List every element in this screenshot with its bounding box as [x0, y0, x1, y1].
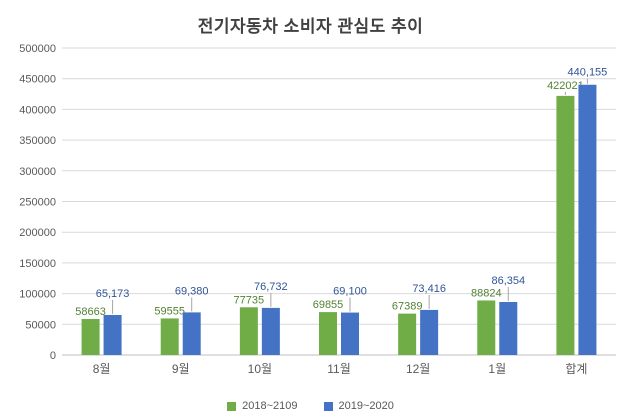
legend-item-2018: 2018~2109 [227, 400, 298, 412]
data-label: 67389 [392, 301, 423, 313]
data-label: 69855 [313, 299, 344, 311]
y-tick-label: 100000 [19, 289, 56, 301]
x-tick-label: 1월 [488, 362, 506, 376]
y-tick-label: 350000 [19, 135, 56, 147]
bar [81, 318, 100, 355]
y-tick-label: 200000 [19, 227, 56, 239]
data-label: 77735 [234, 294, 265, 306]
data-label: 86,354 [491, 275, 525, 287]
bar [556, 95, 575, 356]
data-label: 58663 [75, 306, 106, 318]
data-label: 88824 [471, 287, 502, 299]
chart-legend: 2018~2109 2019~2020 [0, 400, 621, 412]
bar [477, 300, 496, 355]
bar [341, 312, 359, 355]
y-tick-label: 150000 [19, 258, 56, 270]
data-label: 65,173 [96, 288, 130, 300]
y-tick-label: 50000 [25, 319, 56, 331]
data-label: 73,416 [412, 283, 446, 295]
x-tick-label: 12월 [406, 362, 430, 376]
chart-title: 전기자동차 소비자 관심도 추이 [197, 17, 424, 36]
legend-item-2019: 2019~2020 [323, 400, 394, 412]
bar [319, 312, 337, 355]
legend-swatch-blue [323, 401, 333, 411]
bar [160, 318, 179, 355]
data-label: 69,100 [333, 286, 367, 298]
bar [420, 309, 439, 355]
data-label: 76,732 [254, 281, 288, 293]
bar [239, 307, 258, 355]
legend-label: 2018~2109 [242, 400, 298, 412]
y-tick-label: 250000 [19, 197, 56, 209]
bar [578, 84, 597, 356]
y-tick-label: 500000 [19, 43, 56, 55]
x-tick-label: 합계 [565, 362, 587, 376]
x-tick-label: 9월 [172, 362, 190, 376]
bar [103, 314, 122, 355]
legend-swatch-green [227, 401, 237, 411]
data-label: 440,155 [568, 67, 608, 79]
data-label: 59555 [154, 305, 185, 317]
y-tick-label: 0 [50, 350, 56, 362]
bar [499, 301, 518, 355]
y-tick-label: 400000 [19, 104, 56, 116]
y-tick-label: 300000 [19, 166, 56, 178]
x-tick-label: 11월 [327, 362, 351, 376]
bar-chart-plot: 0 50000 100000 150000 200000 250000 300000 3500… [19, 43, 616, 376]
x-tick-label: 8월 [93, 362, 111, 376]
x-tick-label: 10월 [248, 362, 272, 376]
bar [182, 312, 201, 355]
bar [261, 307, 280, 355]
data-label: 69,380 [175, 285, 209, 297]
y-tick-label: 450000 [19, 74, 56, 86]
bar [398, 313, 417, 355]
data-label: 422021 [547, 80, 584, 92]
legend-label: 2019~2020 [338, 400, 394, 412]
